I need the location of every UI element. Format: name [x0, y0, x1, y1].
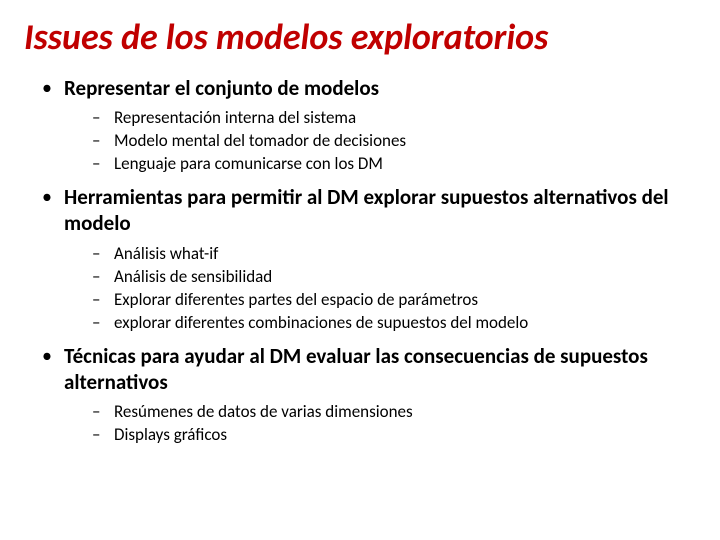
- bullet-item: Técnicas para ayudar al DM evaluar las c…: [42, 344, 696, 446]
- bullet-text: Representar el conjunto de modelos: [64, 75, 379, 101]
- sub-bullet-item: Explorar diferentes partes del espacio d…: [92, 289, 696, 311]
- bullet-text: Herramientas para permitir al DM explora…: [64, 184, 669, 236]
- sub-bullet-item: Displays gráficos: [92, 424, 696, 446]
- bullet-item: Herramientas para permitir al DM explora…: [42, 185, 696, 334]
- sub-bullet-item: Representación interna del sistema: [92, 107, 696, 129]
- bullet-list: Representar el conjunto de modelos Repre…: [24, 76, 696, 447]
- bullet-text: Técnicas para ayudar al DM evaluar las c…: [64, 343, 648, 395]
- bullet-item: Representar el conjunto de modelos Repre…: [42, 76, 696, 176]
- sub-bullet-list: Resúmenes de datos de varias dimensiones…: [64, 401, 696, 446]
- sub-bullet-item: Análisis de sensibilidad: [92, 266, 696, 288]
- sub-bullet-item: Resúmenes de datos de varias dimensiones: [92, 401, 696, 423]
- sub-bullet-list: Representación interna del sistema Model…: [64, 107, 696, 175]
- sub-bullet-list: Análisis what-if Análisis de sensibilida…: [64, 243, 696, 334]
- sub-bullet-item: Lenguaje para comunicarse con los DM: [92, 153, 696, 175]
- sub-bullet-item: Modelo mental del tomador de decisiones: [92, 130, 696, 152]
- sub-bullet-item: Análisis what-if: [92, 243, 696, 265]
- sub-bullet-item: explorar diferentes combinaciones de sup…: [92, 312, 696, 334]
- slide-title: Issues de los modelos exploratorios: [24, 18, 696, 58]
